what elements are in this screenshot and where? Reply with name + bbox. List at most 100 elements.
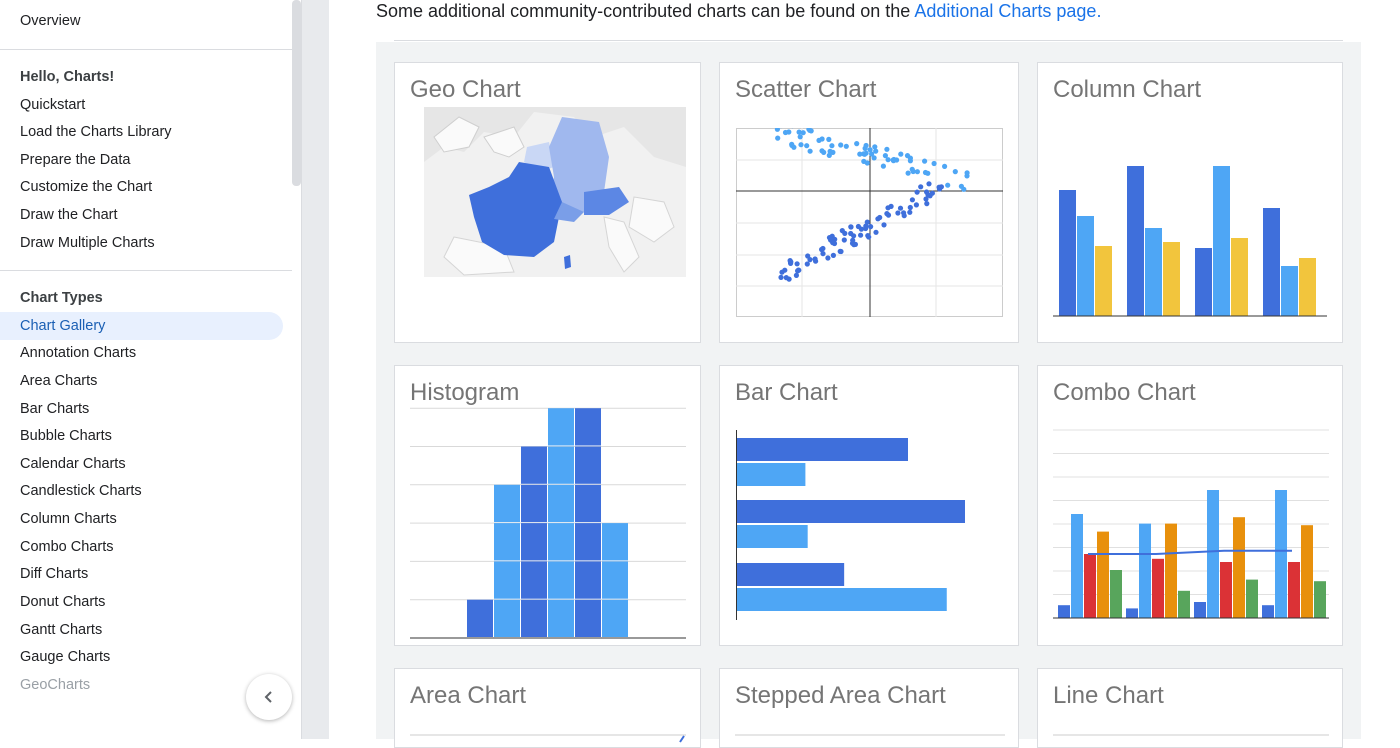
gallery-card-geo-chart[interactable]: Geo Chart	[394, 62, 701, 343]
nav-item-draw-multiple-charts[interactable]: Draw Multiple Charts	[20, 235, 155, 251]
column-bar	[1145, 228, 1162, 316]
combo-bar	[1152, 559, 1164, 618]
histogram-block	[521, 600, 547, 637]
additional-charts-link[interactable]: Additional Charts page.	[914, 1, 1101, 21]
nav-item-load-library[interactable]: Load the Charts Library	[20, 124, 172, 140]
scatter-point	[795, 261, 800, 266]
bar-mark	[737, 438, 908, 461]
scatter-point	[794, 273, 799, 278]
scatter-point	[884, 211, 889, 216]
nav-item-bar-charts[interactable]: Bar Charts	[20, 401, 89, 417]
column-bar	[1231, 238, 1248, 316]
scatter-point	[778, 275, 783, 280]
histogram-block	[521, 523, 547, 560]
combo-bar	[1084, 554, 1096, 618]
nav-item-gantt-charts[interactable]: Gantt Charts	[20, 622, 102, 638]
histogram-block	[467, 600, 493, 637]
nav-item-candlestick-charts[interactable]: Candlestick Charts	[20, 483, 142, 499]
scatter-point	[895, 210, 900, 215]
scatter-point	[898, 206, 903, 211]
column-bar	[1095, 246, 1112, 316]
nav-item-quickstart[interactable]: Quickstart	[20, 97, 85, 113]
gallery-card-combo-chart[interactable]: Combo Chart	[1037, 365, 1343, 646]
bar-mark	[737, 588, 947, 611]
scatter-point	[953, 169, 958, 174]
card-title: Area Chart	[410, 682, 526, 710]
bar-mark	[737, 500, 965, 523]
scatter-chart-thumbnail	[736, 128, 1004, 318]
combo-bar	[1139, 524, 1151, 618]
histogram-block	[548, 600, 574, 637]
stepped-area-chart-thumbnail	[735, 733, 1005, 743]
combo-bar	[1262, 605, 1274, 618]
scatter-point	[850, 241, 855, 246]
card-title: Line Chart	[1053, 682, 1164, 710]
nav-item-annotation-charts[interactable]: Annotation Charts	[20, 345, 136, 361]
nav-item-customize-chart[interactable]: Customize the Chart	[20, 179, 152, 195]
scatter-point	[923, 170, 928, 175]
nav-item-geocharts[interactable]: GeoCharts	[20, 677, 90, 693]
sidebar-gutter	[302, 0, 329, 739]
nav-item-overview[interactable]: Overview	[20, 13, 80, 29]
gallery-card-scatter-chart[interactable]: Scatter Chart	[719, 62, 1019, 343]
scatter-point	[863, 226, 868, 231]
sidebar-divider	[0, 49, 292, 50]
scatter-point	[820, 246, 825, 251]
combo-bar	[1110, 570, 1122, 618]
nav-item-combo-charts[interactable]: Combo Charts	[20, 539, 113, 555]
gallery-card-bar-chart[interactable]: Bar Chart	[719, 365, 1019, 646]
nav-item-donut-charts[interactable]: Donut Charts	[20, 594, 105, 610]
scatter-point	[856, 224, 861, 229]
scatter-point	[925, 192, 930, 197]
card-title: Bar Chart	[735, 379, 838, 407]
gallery-card-area-chart[interactable]: Area Chart	[394, 668, 701, 748]
gallery-card-line-chart[interactable]: Line Chart	[1037, 668, 1343, 748]
sidebar-scrollbar-thumb[interactable]	[292, 0, 301, 186]
histogram-block	[575, 600, 601, 637]
column-bar	[1263, 208, 1280, 316]
nav-item-draw-chart[interactable]: Draw the Chart	[20, 207, 118, 223]
gallery-card-stepped-area-chart[interactable]: Stepped Area Chart	[719, 668, 1019, 748]
histogram-block	[602, 523, 628, 560]
histogram-block	[548, 408, 574, 445]
nav-item-bubble-charts[interactable]: Bubble Charts	[20, 428, 112, 444]
column-bar	[1213, 166, 1230, 316]
combo-line	[1088, 551, 1292, 554]
histogram-block	[494, 561, 520, 598]
nav-item-calendar-charts[interactable]: Calendar Charts	[20, 456, 126, 472]
scatter-point	[868, 224, 873, 229]
scatter-point	[914, 202, 919, 207]
gallery-card-column-chart[interactable]: Column Chart	[1037, 62, 1343, 343]
gallery-card-histogram[interactable]: Histogram	[394, 365, 701, 646]
nav-item-diff-charts[interactable]: Diff Charts	[20, 566, 88, 582]
nav-item-area-charts[interactable]: Area Charts	[20, 373, 97, 389]
scatter-point	[898, 152, 903, 157]
histogram-block	[548, 447, 574, 484]
combo-bar	[1194, 602, 1206, 618]
scatter-point	[918, 184, 923, 189]
nav-item-column-charts[interactable]: Column Charts	[20, 511, 117, 527]
nav-item-gauge-charts[interactable]: Gauge Charts	[20, 649, 110, 665]
section-heading-hello-charts: Hello, Charts!	[20, 69, 114, 85]
scatter-point	[848, 224, 853, 229]
scatter-point	[881, 164, 886, 169]
geo-chart-thumbnail	[424, 107, 686, 277]
scatter-point	[902, 213, 907, 218]
scatter-point	[908, 158, 913, 163]
scatter-point	[775, 136, 780, 141]
combo-chart-thumbnail	[1053, 428, 1329, 624]
histogram-block	[548, 523, 574, 560]
scatter-point	[932, 161, 937, 166]
scatter-point	[788, 259, 793, 264]
scatter-point	[866, 234, 871, 239]
intro-paragraph: Some additional community-contributed ch…	[376, 1, 1101, 22]
area-chart-thumbnail	[410, 733, 686, 743]
collapse-sidebar-button[interactable]	[246, 674, 292, 720]
nav-item-prepare-data[interactable]: Prepare the Data	[20, 152, 130, 168]
scatter-point	[865, 220, 870, 225]
nav-item-chart-gallery[interactable]: Chart Gallery	[20, 318, 105, 334]
scatter-point	[831, 253, 836, 258]
card-title: Scatter Chart	[735, 76, 876, 104]
histogram-block	[548, 485, 574, 522]
column-chart-thumbnail	[1053, 158, 1329, 323]
